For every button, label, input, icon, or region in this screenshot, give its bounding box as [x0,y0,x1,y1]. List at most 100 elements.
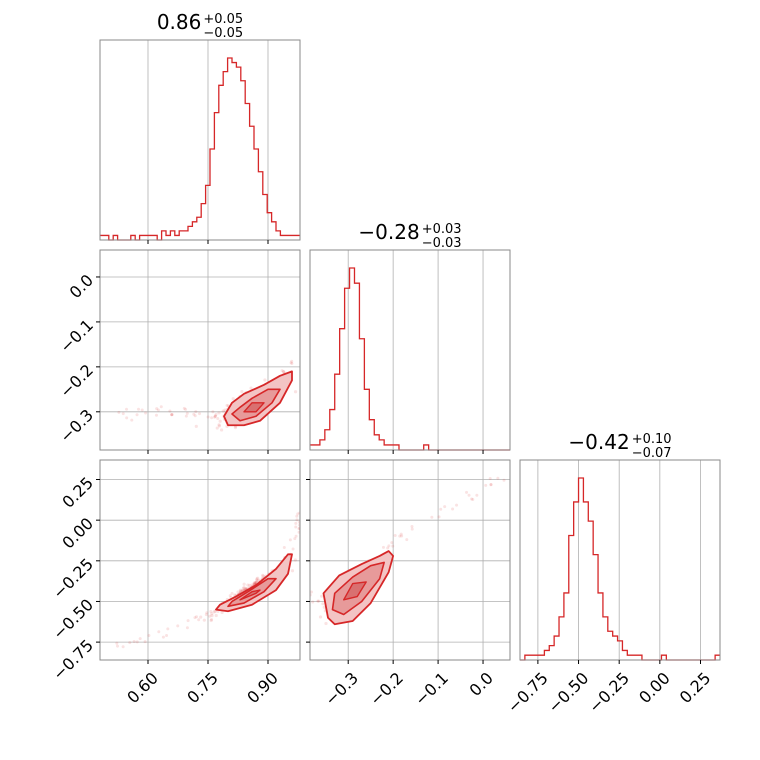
sample-point [246,583,250,587]
sample-point [471,497,475,501]
sample-point [209,609,213,613]
sample-point [320,594,324,598]
sample-point [291,547,295,551]
sample-point [233,593,237,597]
hist-grid-3 [537,460,701,660]
sample-point [311,600,315,604]
hist-panel-1: 0.86 +0.05−0.05 [99,10,301,244]
sample-point [430,515,434,519]
sample-point [210,416,214,420]
sample-point [228,594,232,598]
sample-point [144,411,148,415]
sample-point [410,527,414,531]
sample-point [216,416,220,420]
sample-point [297,527,300,531]
sample-point [282,370,286,374]
sample-point [147,634,151,638]
scatter-area [115,511,300,649]
param-title-minus: −0.03 [422,236,462,251]
sample-point [295,514,299,518]
sample-point [210,617,214,621]
x-tick-label: −0.1 [411,668,452,709]
sample-point [282,545,286,549]
sample-point [135,413,139,417]
scatter-grid [310,460,510,660]
sample-point [157,630,161,634]
sample-point [138,637,142,641]
x-tick-label: −0.75 [504,668,552,716]
sample-point [185,626,189,630]
sample-point [255,578,259,582]
sample-point [321,602,325,606]
y-tick-label: 0.0 [66,271,97,302]
x-tick-label: −0.50 [544,668,592,716]
sample-point [242,585,246,590]
sample-point [125,407,129,411]
sample-point [293,558,297,562]
x-tick-label: −0.25 [585,668,633,716]
histogram-step [100,57,300,241]
param-title-median: 0.86 [157,10,202,34]
sample-point [240,390,244,394]
sample-point [176,624,180,628]
sample-point [256,576,260,580]
sample-point [156,408,160,412]
contour-level-3 [239,589,261,601]
contour-level-3 [243,402,265,413]
sample-point [294,534,298,538]
y-tick-label: −0.1 [56,316,97,357]
panel-frame [309,459,511,661]
sample-point [217,411,221,415]
sample-point [121,645,125,649]
sample-point [194,615,198,619]
sample-point [154,413,158,417]
sample-point [212,610,216,614]
sample-point [256,579,260,583]
sample-point [121,412,125,416]
sample-point [255,577,259,581]
scatter-panel-pair12 [306,459,511,664]
sample-point [451,507,455,511]
sample-point [170,413,174,417]
scatter-panel-pair01 [96,249,301,454]
sample-point [215,426,219,430]
sample-point [390,541,394,545]
sample-point [221,409,225,413]
sample-point [233,426,238,430]
sample-point [294,521,298,525]
sample-point [261,573,265,577]
contour-level-3 [343,581,367,601]
sample-point [391,544,395,548]
sample-point [290,359,294,363]
sample-point [241,586,245,591]
sample-point [225,403,229,407]
sample-point [197,412,201,416]
param-title-plus: +0.10 [632,432,672,447]
sample-point [316,599,320,603]
param-title-minus: −0.07 [632,446,672,461]
sample-point [242,582,246,586]
sample-point [135,640,139,644]
sample-point [125,416,129,420]
sample-point [443,505,447,509]
sample-point [143,640,147,644]
contour-level-1 [215,553,293,613]
param-title-median: −0.28 [358,220,419,244]
sample-point [470,497,474,501]
sample-point [310,590,313,594]
sample-point [168,409,172,413]
sample-point [165,634,169,638]
sample-point [170,413,174,417]
scatter-area [310,476,506,626]
panel-frame [99,39,301,241]
sample-point [140,408,144,412]
sample-point [295,518,299,522]
sample-point [208,614,212,618]
x-tick-label: 0.0 [466,668,497,699]
sample-point [386,546,390,550]
sample-point [293,390,298,394]
sample-point [230,591,234,595]
sample-point [455,503,459,507]
sample-point [210,614,214,618]
